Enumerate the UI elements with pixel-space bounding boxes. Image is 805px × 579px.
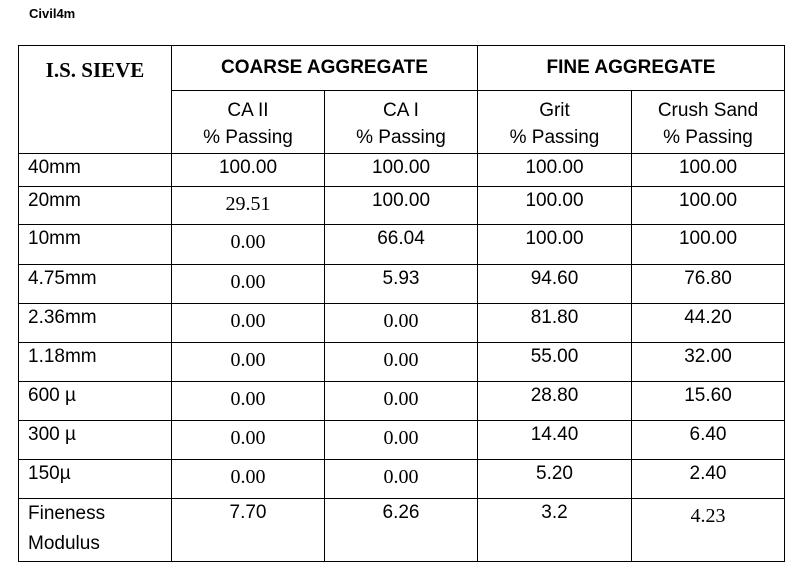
- passing-value-cell: 32.00: [631, 342, 785, 382]
- passing-value-cell: 100.00: [631, 186, 785, 225]
- passing-value-cell: 100.00: [477, 224, 632, 265]
- sieve-size-cell: 300 µ: [18, 420, 172, 460]
- passing-value-cell: 0.00: [324, 303, 478, 343]
- brand-label: Civil4m: [29, 6, 76, 21]
- passing-value-cell: 15.60: [631, 381, 785, 421]
- header-passing: % Passing: [171, 122, 325, 154]
- passing-value-cell: 0.00: [171, 303, 325, 343]
- passing-value-cell: 100.00: [324, 153, 478, 187]
- passing-value-cell: 0.00: [171, 342, 325, 382]
- header-fine-aggregate: FINE AGGREGATE: [477, 45, 785, 91]
- passing-value-cell: 6.40: [631, 420, 785, 460]
- passing-value-cell: 0.00: [171, 420, 325, 460]
- table-row: 4.75mm 0.00 5.93 94.60 76.80: [18, 264, 785, 304]
- sieve-size-cell: 2.36mm: [18, 303, 172, 343]
- sieve-size-cell: 600 µ: [18, 381, 172, 421]
- fineness-modulus-row: Fineness Modulus 7.70 6.26 3.2 4.23: [18, 498, 785, 562]
- passing-value-cell: 2.40: [631, 459, 785, 499]
- fineness-value-cell: 7.70: [171, 498, 325, 562]
- passing-value-cell: 100.00: [631, 224, 785, 265]
- passing-value-cell: 0.00: [171, 224, 325, 265]
- table-row: 20mm 29.51 100.00 100.00 100.00: [18, 186, 785, 225]
- fineness-label-line2: Modulus: [28, 533, 100, 554]
- header-passing: % Passing: [477, 122, 632, 154]
- table-body: 40mm 100.00 100.00 100.00 100.00 20mm 29.51 100…: [18, 153, 785, 562]
- passing-value-cell: 44.20: [631, 303, 785, 343]
- passing-value-cell: 0.00: [171, 264, 325, 304]
- passing-value-cell: 0.00: [324, 342, 478, 382]
- sieve-analysis-table: I.S. SIEVE COARSE AGGREGATE FINE AGGREGA…: [18, 45, 785, 562]
- sieve-size-cell: 1.18mm: [18, 342, 172, 382]
- fineness-value-cell: 4.23: [631, 498, 785, 562]
- table-row: 40mm 100.00 100.00 100.00 100.00: [18, 153, 785, 187]
- header-ca-ii: CA II: [171, 90, 325, 122]
- sieve-size-cell: 40mm: [18, 153, 172, 187]
- passing-value-cell: 66.04: [324, 224, 478, 265]
- passing-value-cell: 100.00: [477, 153, 632, 187]
- fineness-value-cell: 3.2: [477, 498, 632, 562]
- passing-value-cell: 100.00: [631, 153, 785, 187]
- passing-value-cell: 0.00: [324, 381, 478, 421]
- header-passing: % Passing: [631, 122, 785, 154]
- passing-value-cell: 0.00: [171, 381, 325, 421]
- header-grit: Grit: [477, 90, 632, 122]
- header-is-sieve: I.S. SIEVE: [18, 45, 172, 154]
- passing-value-cell: 14.40: [477, 420, 632, 460]
- sieve-size-cell: 20mm: [18, 186, 172, 225]
- fineness-label-line1: Fineness: [28, 503, 106, 524]
- fineness-modulus-label: Fineness Modulus: [18, 498, 172, 562]
- passing-value-cell: 100.00: [171, 153, 325, 187]
- passing-value-cell: 29.51: [171, 186, 325, 225]
- passing-value-cell: 100.00: [324, 186, 478, 225]
- header-ca-i: CA I: [324, 90, 478, 122]
- passing-value-cell: 5.93: [324, 264, 478, 304]
- passing-value-cell: 81.80: [477, 303, 632, 343]
- sieve-size-cell: 150µ: [18, 459, 172, 499]
- sieve-size-cell: 4.75mm: [18, 264, 172, 304]
- header-crush-sand: Crush Sand: [631, 90, 785, 122]
- passing-value-cell: 0.00: [324, 420, 478, 460]
- table-row: 300 µ 0.00 0.00 14.40 6.40: [18, 420, 785, 460]
- passing-value-cell: 100.00: [477, 186, 632, 225]
- passing-value-cell: 28.80: [477, 381, 632, 421]
- passing-value-cell: 5.20: [477, 459, 632, 499]
- passing-value-cell: 0.00: [171, 459, 325, 499]
- sieve-size-cell: 10mm: [18, 224, 172, 265]
- passing-value-cell: 0.00: [324, 459, 478, 499]
- table-row: 150µ 0.00 0.00 5.20 2.40: [18, 459, 785, 499]
- passing-value-cell: 55.00: [477, 342, 632, 382]
- table-row: 10mm 0.00 66.04 100.00 100.00: [18, 224, 785, 265]
- passing-value-cell: 76.80: [631, 264, 785, 304]
- header-coarse-aggregate: COARSE AGGREGATE: [171, 45, 478, 91]
- table-row: 1.18mm 0.00 0.00 55.00 32.00: [18, 342, 785, 382]
- table-row: 2.36mm 0.00 0.00 81.80 44.20: [18, 303, 785, 343]
- passing-value-cell: 94.60: [477, 264, 632, 304]
- fineness-value-cell: 6.26: [324, 498, 478, 562]
- table-row: 600 µ 0.00 0.00 28.80 15.60: [18, 381, 785, 421]
- header-passing: % Passing: [324, 122, 478, 154]
